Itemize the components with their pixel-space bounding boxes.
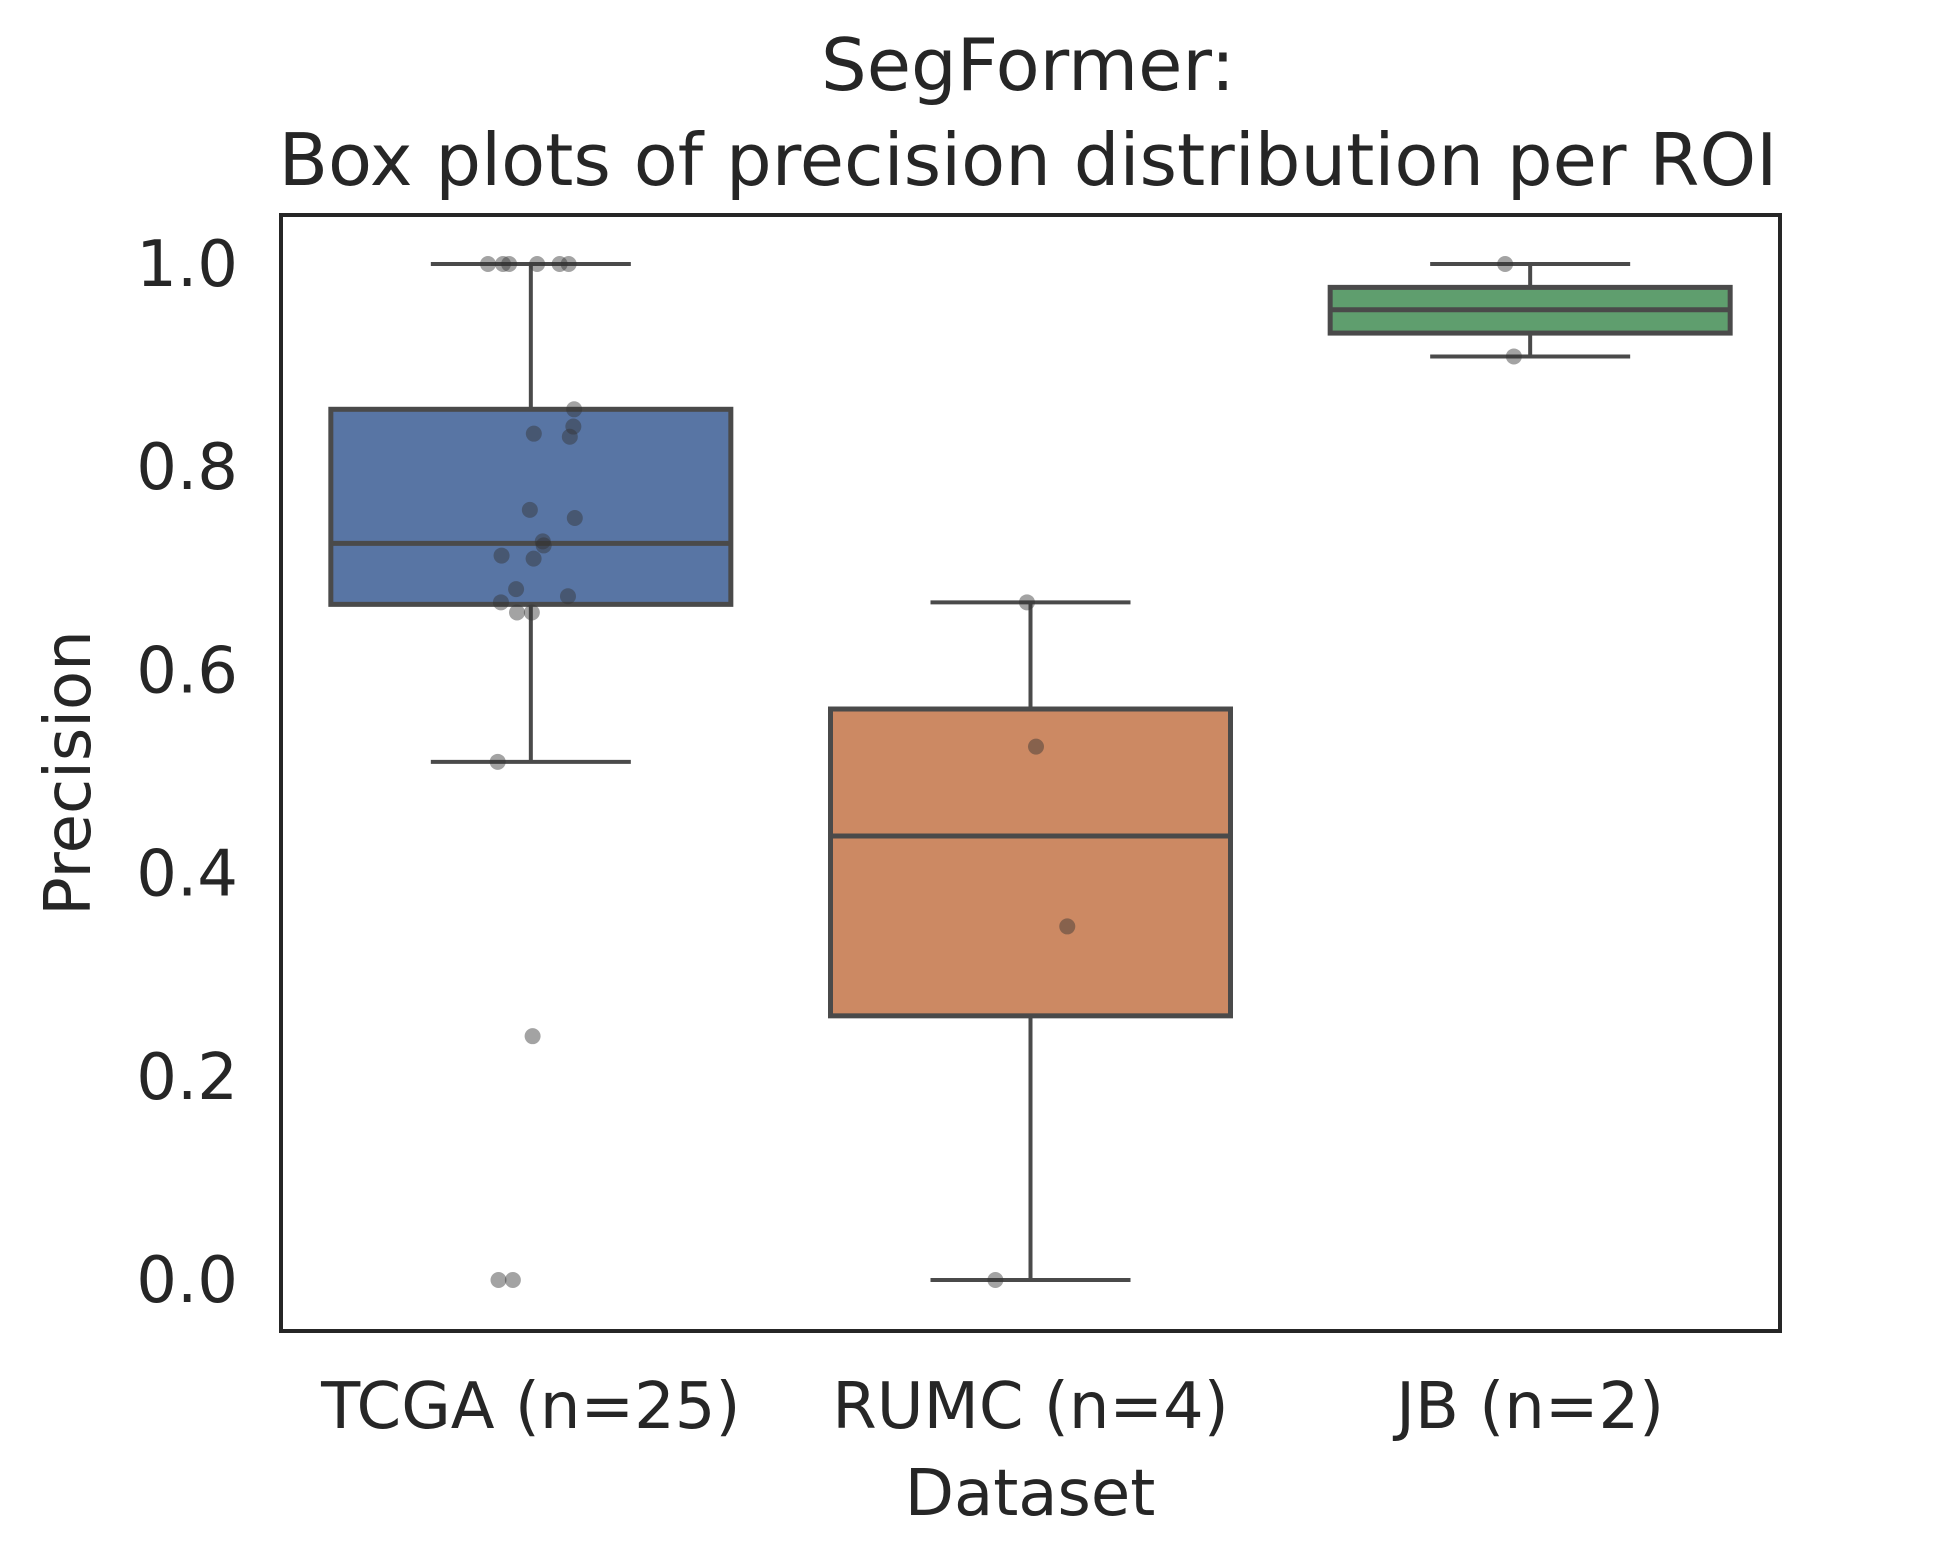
data-point [495,256,512,272]
data-point [987,1272,1004,1288]
y-tick-label: 0.4 [136,838,238,912]
data-point [560,256,577,272]
x-tick-label: JB (n=2) [1392,1370,1664,1444]
data-point [565,418,582,435]
data-point [504,1272,521,1288]
y-tick-label: 0.2 [136,1041,238,1115]
box-group [328,262,734,764]
data-point [493,547,510,564]
data-point [1505,348,1522,365]
chart-title-line-2: Box plots of precision distribution per … [279,118,1778,202]
x-axis-label: Dataset [905,1457,1156,1531]
data-point [525,550,542,567]
data-point [551,256,568,272]
x-tick-label: TCGA (n=25) [320,1370,740,1444]
box-group [828,600,1233,1282]
data-point [509,604,526,621]
data-point [1018,594,1035,611]
y-tick-label: 0.8 [136,431,238,505]
x-tick-label: RUMC (n=4) [832,1370,1228,1444]
data-point [508,581,525,598]
data-point [1027,738,1044,755]
box-iqr [828,706,1233,1019]
data-point [525,425,542,442]
plot-frame [279,213,1782,1333]
data-point [535,537,552,554]
data-point [561,428,578,445]
y-tick-label: 0.6 [136,634,238,708]
data-point [479,256,496,272]
data-point [524,1028,541,1045]
y-tick-label: 1.0 [136,228,238,302]
data-point [529,256,546,272]
data-point [490,1272,507,1288]
data-point [534,533,551,550]
data-point [566,401,583,418]
data-point [559,588,576,605]
data-point [1059,918,1076,935]
data-point [521,501,538,518]
data-point [492,594,509,611]
data-point [523,604,540,621]
y-tick-label: 0.0 [136,1244,238,1318]
plot-area [328,256,1733,1288]
data-point [501,256,518,272]
data-point [489,753,506,770]
data-point [566,510,583,526]
data-point [1497,256,1514,272]
box-iqr [328,406,734,607]
y-axis-label: Precision [32,630,106,916]
chart-title-line-1: SegFormer: [821,23,1235,107]
box-group [1327,262,1733,359]
